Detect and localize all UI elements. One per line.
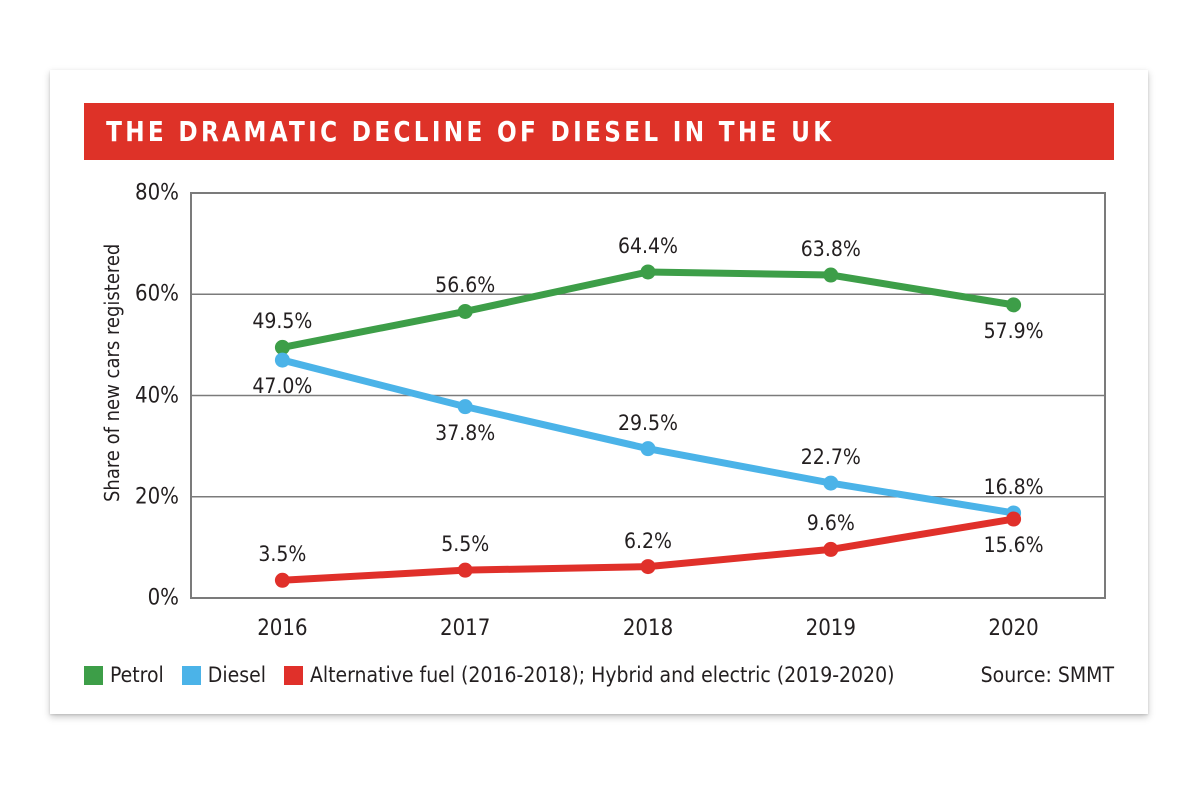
- chart-card: THE DRAMATIC DECLINE OF DIESEL IN THE UK…: [50, 70, 1148, 714]
- data-label: 29.5%: [617, 410, 679, 435]
- x-tick-label: 2020: [988, 616, 1039, 641]
- data-label: 37.8%: [435, 420, 496, 445]
- line-chart: Share of new cars registered 0% 20% 40% 60%…: [50, 70, 1148, 714]
- data-label: 6.2%: [624, 528, 672, 553]
- data-point: [1006, 511, 1022, 527]
- legend-swatch-icon: [283, 665, 303, 685]
- data-point: [274, 352, 290, 368]
- data-label: 49.5%: [252, 309, 313, 334]
- data-label: 63.8%: [800, 237, 861, 261]
- x-tick-label: 2019: [805, 616, 856, 641]
- legend-label: Petrol: [110, 663, 164, 687]
- legend-swatch-icon: [181, 665, 201, 685]
- plot-svg: [190, 192, 1106, 599]
- data-label: 22.7%: [800, 445, 861, 470]
- data-point: [457, 562, 473, 578]
- chart-legend: Petrol Diesel Alternative fuel (2016-2018)…: [84, 658, 1114, 692]
- y-tick-label: 40%: [135, 383, 179, 408]
- data-label: 56.6%: [435, 273, 496, 298]
- data-point: [457, 303, 473, 319]
- y-tick-label: 20%: [135, 484, 179, 510]
- data-label: 3.5%: [258, 542, 307, 567]
- legend-swatch-icon: [84, 665, 103, 685]
- y-tick-label: 80%: [135, 180, 179, 206]
- data-point: [640, 559, 656, 575]
- chart-title-banner: THE DRAMATIC DECLINE OF DIESEL IN THE UK: [84, 103, 1114, 160]
- source-note: Source: SMMT: [980, 663, 1114, 687]
- x-tick-label: 2016: [257, 616, 308, 641]
- data-label: 47.0%: [252, 374, 313, 399]
- data-point: [457, 399, 473, 415]
- legend-label: Diesel: [207, 663, 266, 687]
- legend-item-diesel[interactable]: Diesel: [181, 663, 266, 687]
- legend-item-petrol[interactable]: Petrol: [84, 663, 164, 687]
- data-point: [640, 264, 656, 280]
- data-point: [1006, 297, 1022, 313]
- series-line-diesel: [278, 356, 1018, 517]
- series-line-petrol: [278, 268, 1018, 351]
- data-label: 5.5%: [441, 532, 490, 557]
- data-label: 57.9%: [983, 318, 1044, 343]
- data-point: [274, 572, 290, 588]
- data-label: 9.6%: [806, 511, 855, 536]
- series-layer: [274, 264, 1022, 588]
- legend-item-alternative[interactable]: Alternative fuel (2016-2018); Hybrid and…: [283, 663, 895, 687]
- data-label: 64.4%: [617, 233, 679, 258]
- x-tick-label: 2018: [622, 616, 674, 641]
- chart-title: THE DRAMATIC DECLINE OF DIESEL IN THE UK: [106, 115, 835, 148]
- data-point: [823, 267, 839, 283]
- plot-frame: [190, 192, 1106, 599]
- data-label: 16.8%: [983, 474, 1044, 499]
- legend-items: Petrol Diesel Alternative fuel (2016-2018)…: [84, 663, 912, 687]
- x-tick-label: 2017: [440, 616, 491, 641]
- data-point: [274, 339, 290, 355]
- y-tick-label: 0%: [147, 585, 179, 611]
- y-tick-label: 60%: [135, 281, 179, 307]
- data-point: [640, 441, 656, 457]
- data-point: [823, 475, 839, 491]
- legend-label: Alternative fuel (2016-2018); Hybrid and…: [309, 663, 895, 687]
- data-point: [823, 541, 839, 557]
- data-label: 15.6%: [983, 533, 1044, 558]
